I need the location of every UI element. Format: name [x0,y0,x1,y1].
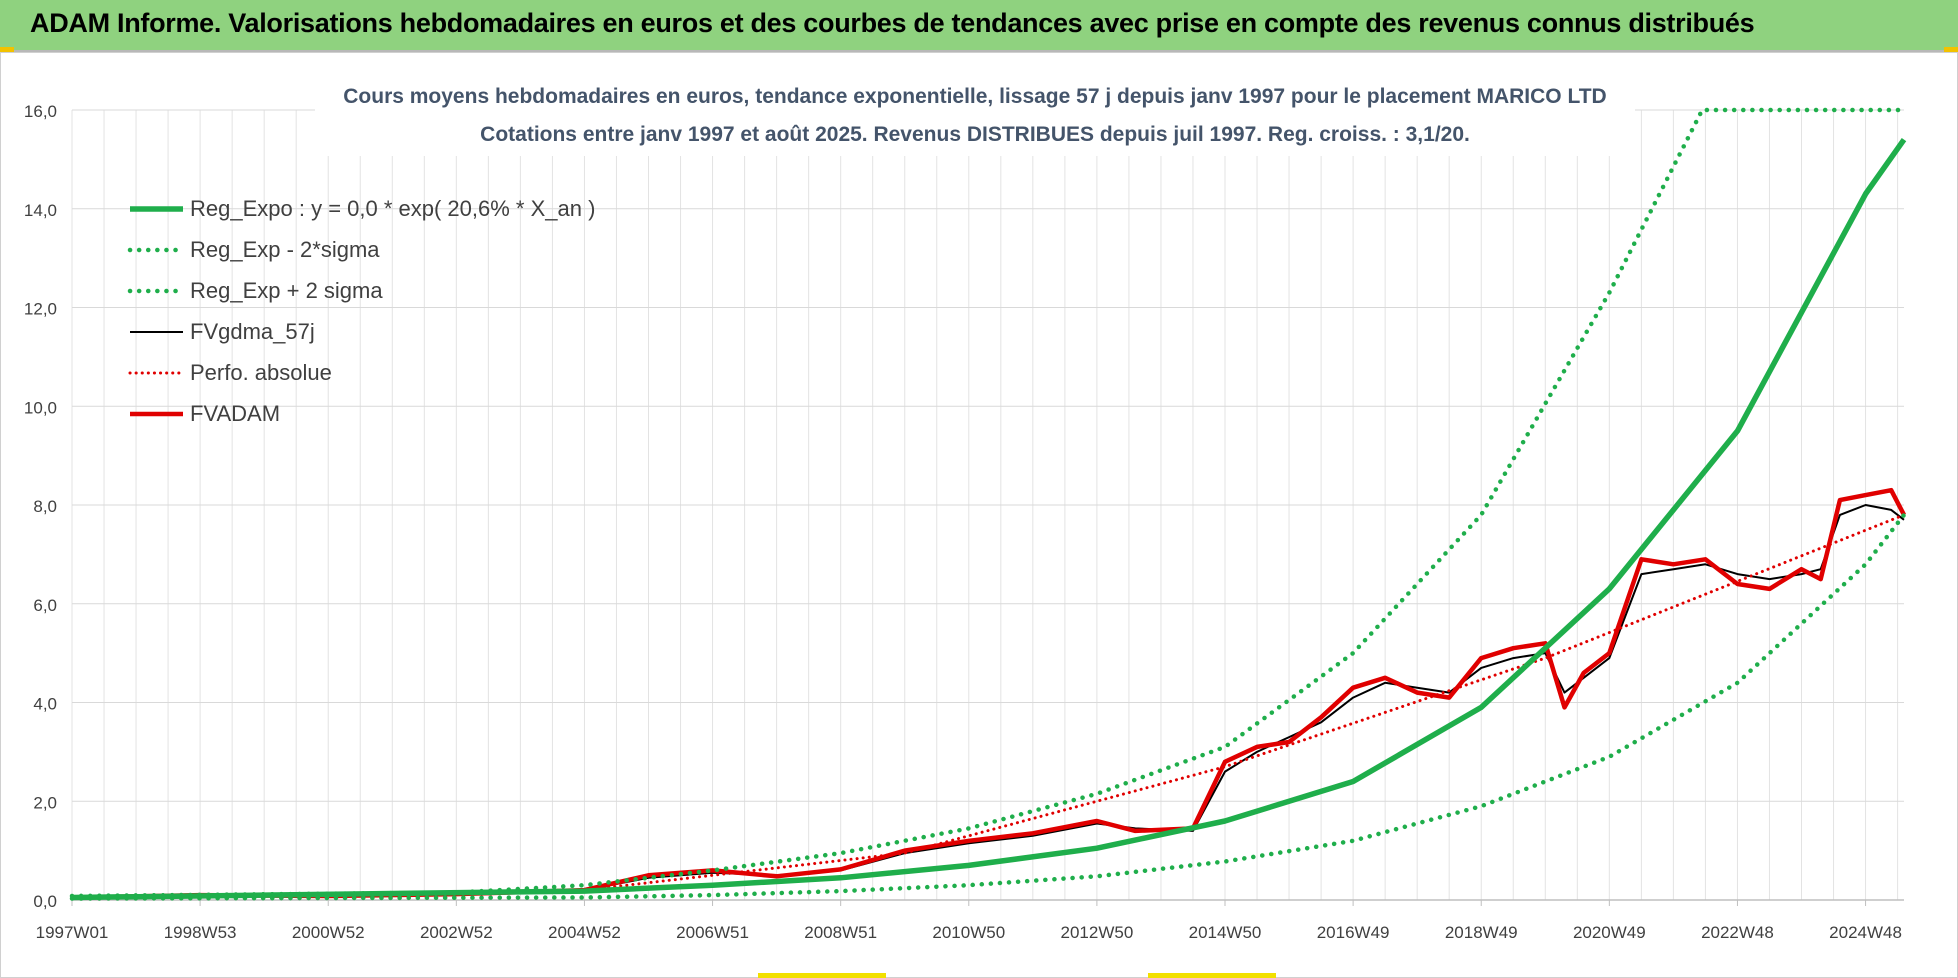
chart-title: Cours moyens hebdomadaires en euros, ten… [343,85,1606,108]
x-tick-label: 2010W50 [932,923,1005,942]
y-tick-label: 4,0 [33,695,57,714]
chart-axes: 0,0 2,0 4,0 6,0 8,0 10,0 12,0 14,0 16,0 1997W01 19… [24,102,1904,942]
bottom-tab-2 [1148,973,1276,978]
legend-label: Reg_Exp + 2 sigma [190,278,383,303]
y-tick-label: 10,0 [24,398,57,417]
y-tick-label: 16,0 [24,102,57,121]
report-banner: ADAM Informe. Valorisations hebdomadaire… [0,0,1958,52]
x-tick-label: 2000W52 [292,923,365,942]
series-line-1 [69,512,1907,901]
y-tick-label: 0,0 [33,892,57,911]
x-tick-label: 2016W49 [1317,923,1390,942]
bottom-tab-1 [758,973,886,978]
y-tick-label: 8,0 [33,497,57,516]
chart-series [69,107,1907,901]
legend-label: Reg_Expo : y = 0,0 * exp( 20,6% * X_an ) [190,196,595,221]
title-background [315,80,1635,156]
y-tick-label: 14,0 [24,201,57,220]
x-tick-label: 2004W52 [548,923,621,942]
corner-marker-left [0,47,14,53]
corner-marker-right [1944,47,1958,53]
series-line-5 [71,487,1906,900]
legend-label: FVgdma_57j [190,319,315,344]
legend-label: Reg_Exp - 2*sigma [190,237,380,262]
x-tick-label: 2012W50 [1061,923,1134,942]
legend-label: FVADAM [190,401,280,426]
legend-label: Perfo. absolue [190,360,332,385]
y-tick-label: 6,0 [33,596,57,615]
x-tick-label: 2020W49 [1573,923,1646,942]
chart-legend: Reg_Expo : y = 0,0 * exp( 20,6% * X_an )… [127,196,595,426]
x-tick-label: 2002W52 [420,923,493,942]
chart-subtitle: Cotations entre janv 1997 et août 2025. … [480,123,1470,146]
y-tick-label: 12,0 [24,300,57,319]
chart-titles: Cours moyens hebdomadaires en euros, ten… [315,80,1635,156]
chart-grid [71,109,1904,901]
x-tick-label: 1997W01 [36,923,109,942]
x-tick-label: 2022W48 [1701,923,1774,942]
series-line-0 [71,138,1907,901]
x-tick-label: 2024W48 [1829,923,1902,942]
x-tick-label: 2018W49 [1445,923,1518,942]
series-line-2 [69,107,1907,899]
y-tick-label: 2,0 [33,793,57,812]
x-tick-label: 2008W51 [804,923,877,942]
banner-title: ADAM Informe. Valorisations hebdomadaire… [30,8,1755,38]
x-tick-label: 1998W53 [164,923,237,942]
x-tick-label: 2006W51 [676,923,749,942]
x-tick-label: 2014W50 [1189,923,1262,942]
